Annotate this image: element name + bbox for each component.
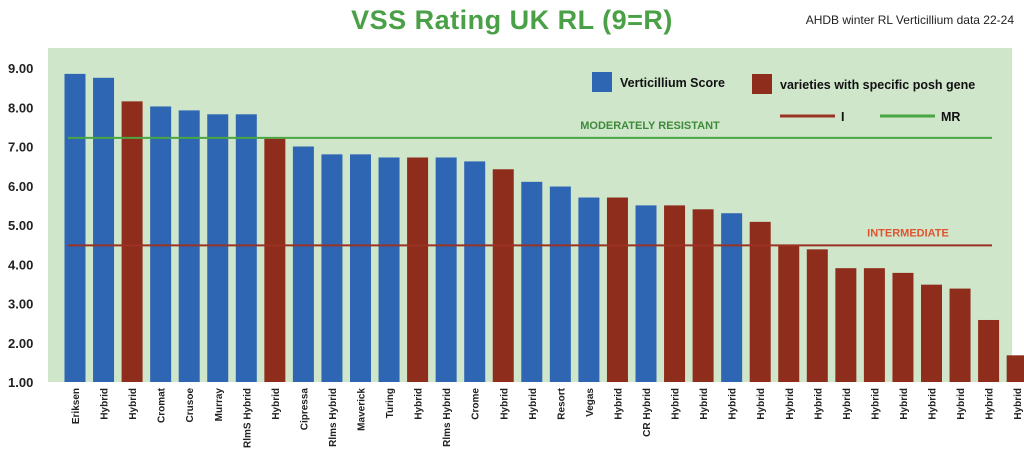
legend-item-posh-gene-label: varieties with specific posh gene xyxy=(780,78,975,92)
bar xyxy=(321,154,343,382)
bar xyxy=(492,169,514,382)
bar xyxy=(150,106,172,382)
bar xyxy=(207,114,229,382)
bar xyxy=(350,154,371,382)
x-tick-label: Eriksen xyxy=(71,388,82,424)
bar xyxy=(721,213,743,382)
bar xyxy=(464,161,486,382)
x-tick-label: Crome xyxy=(471,388,482,420)
x-tick-label: Turing xyxy=(385,388,396,418)
y-axis: 1.00 2.00 3.00 4.00 5.00 6.00 7.00 8.00 9.00 xyxy=(8,61,33,390)
y-tick-label: 5.00 xyxy=(8,218,33,233)
bar xyxy=(635,205,657,382)
x-axis-labels: Eriksen Hybrid Hybrid Cromat Crusoe Murray Rlm… xyxy=(71,387,1024,448)
legend: Verticillium Score varieties with specifi… xyxy=(592,72,975,124)
x-tick-label: Cromat xyxy=(157,387,168,423)
bar xyxy=(1006,355,1024,382)
y-tick-label: 8.00 xyxy=(8,100,33,115)
i-reference-label: INTERMEDIATE xyxy=(867,227,949,239)
bar xyxy=(978,319,1000,382)
x-tick-label: Cipressa xyxy=(299,388,310,431)
y-tick-label: 3.00 xyxy=(8,297,33,312)
x-tick-label: Hybrid xyxy=(128,388,139,420)
x-tick-label: Rlms Hybrid xyxy=(328,388,339,447)
mr-reference-label: MODERATELY RESISTANT xyxy=(580,120,720,132)
bar xyxy=(692,209,714,382)
legend-item-posh-gene-swatch xyxy=(752,74,772,94)
bar xyxy=(863,268,885,382)
x-tick-label: Rlms Hybrid xyxy=(442,388,453,447)
x-tick-label: Hybrid xyxy=(813,388,824,420)
bar xyxy=(292,146,314,382)
bar xyxy=(378,157,400,382)
y-tick-label: 4.00 xyxy=(8,257,33,272)
x-tick-label: Crusoe xyxy=(185,388,196,423)
bar xyxy=(664,205,686,382)
x-tick-label: Hybrid xyxy=(928,388,939,420)
bar xyxy=(435,157,457,382)
x-tick-label: Hybrid xyxy=(728,388,739,420)
x-tick-label: Hybrid xyxy=(842,388,853,420)
y-tick-label: 6.00 xyxy=(8,179,33,194)
bar xyxy=(749,221,771,382)
bar xyxy=(806,249,828,382)
x-tick-label: Hybrid xyxy=(870,388,881,420)
bar xyxy=(578,197,600,382)
x-tick-label: Hybrid xyxy=(613,388,624,420)
x-tick-label: CR Hybrid xyxy=(642,388,653,437)
legend-item-i-label: I xyxy=(841,110,844,124)
bar xyxy=(778,244,800,382)
bar xyxy=(921,284,942,382)
legend-item-mr-label: MR xyxy=(941,110,960,124)
bar xyxy=(606,197,628,382)
chart-title: VSS Rating UK RL (9=R) xyxy=(351,5,673,35)
x-tick-label: Hybrid xyxy=(671,388,682,420)
x-tick-label: Hybrid xyxy=(414,388,425,420)
x-tick-label: Hybrid xyxy=(899,388,910,420)
x-tick-label: Hybrid xyxy=(785,388,796,420)
bar xyxy=(121,101,143,383)
bar xyxy=(521,181,543,382)
x-tick-label: Hybrid xyxy=(985,388,996,420)
x-tick-label: Hybrid xyxy=(1013,388,1024,420)
legend-item-verticillium-score-swatch xyxy=(592,72,612,92)
reference-lines: MODERATELY RESISTANT INTERMEDIATE xyxy=(68,120,992,247)
x-tick-label: Resort xyxy=(556,387,567,419)
x-tick-label: Hybrid xyxy=(528,388,539,420)
x-tick-label: Hybrid xyxy=(956,388,967,420)
x-tick-label: Hybrid xyxy=(271,388,282,420)
x-tick-label: Hybrid xyxy=(699,388,710,420)
legend-item-verticillium-score-label: Verticillium Score xyxy=(620,76,725,90)
x-tick-label: Hybrid xyxy=(100,388,111,420)
bar xyxy=(835,268,857,382)
source-note: AHDB winter RL Verticillium data 22-24 xyxy=(805,13,1014,27)
y-tick-label: 1.00 xyxy=(8,375,33,390)
x-tick-label: RlmS Hybrid xyxy=(242,388,253,448)
bar xyxy=(93,77,115,382)
bars-group xyxy=(64,73,1024,383)
y-tick-label: 9.00 xyxy=(8,61,33,76)
bar xyxy=(64,73,86,382)
y-tick-label: 2.00 xyxy=(8,336,33,351)
bar xyxy=(407,157,429,382)
bar xyxy=(892,272,914,382)
x-tick-label: Vegas xyxy=(585,388,596,417)
bar xyxy=(549,186,571,382)
bar xyxy=(949,288,971,382)
x-tick-label: Hybrid xyxy=(499,388,510,420)
y-tick-label: 7.00 xyxy=(8,140,33,155)
x-tick-label: Murray xyxy=(214,388,225,422)
x-tick-label: Maverick xyxy=(357,388,368,431)
x-tick-label: Hybrid xyxy=(756,388,767,420)
bar xyxy=(235,114,257,382)
bar xyxy=(264,138,286,382)
